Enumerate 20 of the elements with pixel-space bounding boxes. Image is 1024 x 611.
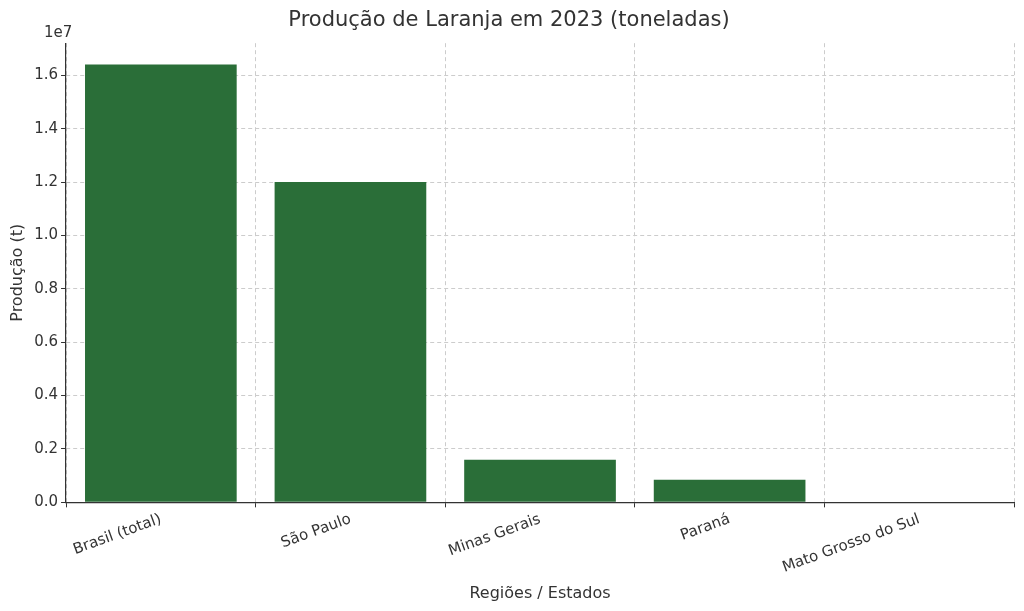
chart-title: Produção de Laranja em 2023 (toneladas): [288, 7, 730, 32]
x-tick-label: São Paulo: [278, 509, 354, 552]
y-tick-label: 1.4: [34, 118, 59, 137]
x-tick-label: Minas Gerais: [445, 509, 543, 560]
y-tick-label: 0.8: [34, 278, 59, 297]
y-tick-label: 1.6: [34, 65, 59, 84]
bar: [653, 479, 806, 502]
y-tick-label: 1.2: [34, 171, 59, 190]
x-tick-label: Mato Grosso do Sul: [779, 509, 922, 576]
y-tick-label: 0.2: [34, 438, 59, 457]
bar: [85, 64, 237, 502]
y-tick-label: 0.6: [34, 332, 59, 351]
x-axis-title: Regiões / Estados: [469, 582, 611, 602]
bar: [274, 182, 427, 502]
y-axis-title: Produção (t): [6, 223, 26, 322]
text: 1e7: [44, 22, 73, 41]
y-tick-label: 0.4: [34, 385, 59, 404]
y-tick-label: 1.0: [34, 225, 59, 244]
y-tick-label: 0.0: [34, 492, 59, 511]
bar: [464, 459, 616, 502]
